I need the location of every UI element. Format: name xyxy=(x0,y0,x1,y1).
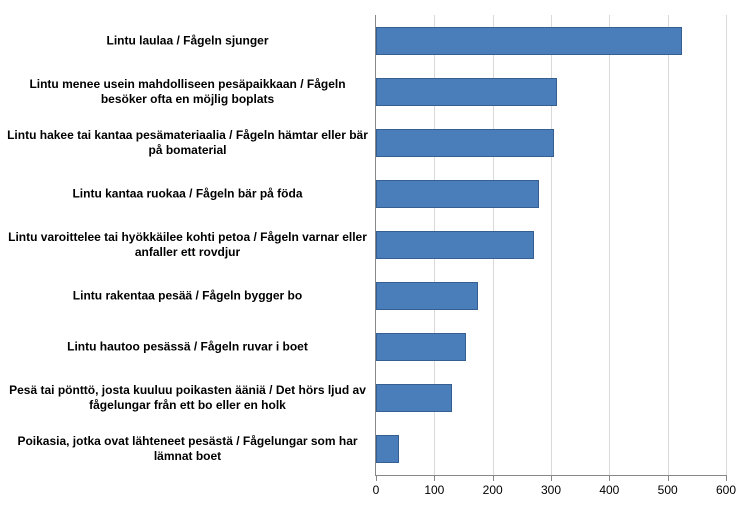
x-tick-label: 200 xyxy=(483,483,503,497)
bar xyxy=(376,180,539,208)
category-label: Pesä tai pönttö, josta kuuluu poikasten … xyxy=(5,383,370,413)
bar xyxy=(376,27,682,55)
bar xyxy=(376,282,478,310)
bar xyxy=(376,231,534,259)
x-tick xyxy=(726,475,727,481)
gridline xyxy=(609,15,610,475)
category-label: Lintu laulaa / Fågeln sjunger xyxy=(5,33,370,48)
bar xyxy=(376,384,452,412)
plot-area: 0100200300400500600 xyxy=(375,15,726,476)
gridline xyxy=(726,15,727,475)
x-tick xyxy=(551,475,552,481)
x-tick-label: 400 xyxy=(599,483,619,497)
category-label: Lintu rakentaa pesää / Fågeln bygger bo xyxy=(5,289,370,304)
x-tick xyxy=(434,475,435,481)
bar xyxy=(376,435,399,463)
x-tick xyxy=(376,475,377,481)
category-label: Lintu kantaa ruokaa / Fågeln bär på föda xyxy=(5,186,370,201)
category-label: Lintu hakee tai kantaa pesämateriaalia /… xyxy=(5,128,370,158)
bar xyxy=(376,78,557,106)
x-tick xyxy=(668,475,669,481)
category-label: Lintu varoittelee tai hyökkäilee kohti p… xyxy=(5,230,370,260)
x-tick-label: 500 xyxy=(658,483,678,497)
x-tick-label: 300 xyxy=(541,483,561,497)
bar xyxy=(376,129,554,157)
x-tick-label: 0 xyxy=(373,483,380,497)
category-label: Poikasia, jotka ovat lähteneet pesästä /… xyxy=(5,434,370,464)
x-tick xyxy=(493,475,494,481)
gridline xyxy=(668,15,669,475)
x-tick-label: 100 xyxy=(424,483,444,497)
bar xyxy=(376,333,466,361)
x-tick xyxy=(609,475,610,481)
category-label: Lintu menee usein mahdolliseen pesäpaikk… xyxy=(5,77,370,107)
x-tick-label: 600 xyxy=(716,483,736,497)
bar-chart: 0100200300400500600 Lintu laulaa / Fågel… xyxy=(0,0,750,508)
category-label: Lintu hautoo pesässä / Fågeln ruvar i bo… xyxy=(5,340,370,355)
